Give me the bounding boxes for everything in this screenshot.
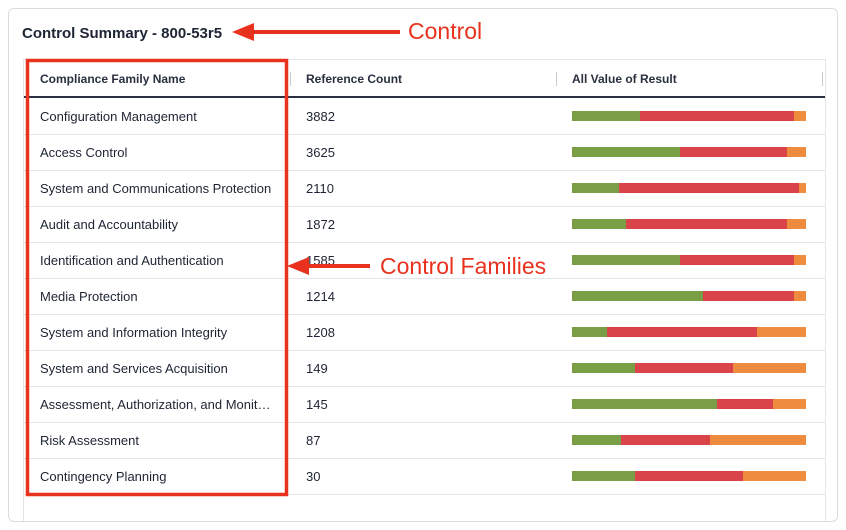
result-segment [639,111,795,121]
result-bar [572,399,806,409]
result-segment [607,327,757,337]
family-name: Configuration Management [40,109,197,124]
reference-count: 1208 [306,325,335,340]
result-segment [635,363,734,373]
table-row: Configuration Management 3882 [24,98,825,135]
family-name: Identification and Authentication [40,253,224,268]
result-segment [625,219,788,229]
result-segment [733,363,806,373]
result-segment [756,327,806,337]
family-name: Risk Assessment [40,433,139,448]
result-segment [742,471,806,481]
result-segment [773,399,806,409]
result-segment [572,183,619,193]
result-bar [572,471,806,481]
annotation: Control Families [380,253,547,279]
table-row: System and Communications Protection 2110 [24,170,825,207]
result-bar [572,147,806,157]
annotation: Control [408,18,483,44]
result-segment [794,255,806,265]
reference-count: 3882 [306,109,335,124]
reference-count: 1872 [306,217,335,232]
result-segment [798,183,806,193]
family-name: Contingency Planning [40,469,167,484]
family-name: System and Services Acquisition [40,361,228,376]
reference-count: 3625 [306,145,335,160]
table-row: Identification and Authentication 1585 [24,242,825,279]
reference-count: 145 [306,397,328,412]
result-segment [794,291,806,301]
result-segment [572,111,640,121]
column-separator [556,72,557,86]
result-segment [679,147,788,157]
family-name: Media Protection [40,289,138,304]
reference-count: 30 [306,469,321,484]
column-separator [822,72,823,86]
family-name: System and Information Integrity [40,325,228,340]
table: Compliance Family Name Reference Count A… [23,59,826,521]
table-row: Access Control 3625 [24,134,825,171]
result-segment [572,327,608,337]
result-segment [635,471,743,481]
family-name: Assessment, Authorization, and Monitorin… [40,397,274,412]
column-header[interactable]: Reference Count [306,72,403,86]
result-segment [572,291,704,301]
column-header[interactable]: Compliance Family Name [40,72,186,86]
result-segment [572,471,636,481]
column-separator [290,72,291,86]
result-segment [572,399,718,409]
result-segment [787,147,806,157]
reference-count: 1214 [306,289,335,304]
result-segment [572,363,636,373]
result-segment [787,219,806,229]
result-segment [572,219,626,229]
result-segment [572,147,680,157]
table-row: System and Services Acquisition 149 [24,350,825,387]
reference-count: 87 [306,433,321,448]
result-bar [572,435,806,445]
result-bar [572,111,806,121]
reference-count: 2110 [306,181,334,196]
title: Control Summary - 800-53r5 [22,25,223,42]
reference-count: 149 [306,361,328,376]
result-bar [572,327,806,337]
result-segment [621,435,711,445]
result-bar [572,255,806,265]
result-segment [703,291,795,301]
table-row: Assessment, Authorization, and Monitorin… [24,386,825,423]
result-bar [572,219,806,229]
family-name: Audit and Accountability [40,217,179,232]
table-row: System and Information Integrity 1208 [24,314,825,351]
table-row: Risk Assessment 87 [24,422,825,459]
family-name: System and Communications Protection [40,181,272,196]
result-segment [794,111,806,121]
result-segment [679,255,795,265]
result-segment [572,255,680,265]
result-bar [572,291,806,301]
result-bar [572,183,806,193]
reference-count: 1585 [306,253,335,268]
table-header: Compliance Family Name Reference Count A… [24,60,825,98]
result-segment [572,435,622,445]
table-row: Audit and Accountability 1872 [24,206,825,243]
result-segment [618,183,799,193]
result-bar [572,363,806,373]
result-segment [710,435,806,445]
table-row: Media Protection 1214 [24,278,825,315]
column-header[interactable]: All Value of Result [572,72,677,86]
table-row: Contingency Planning 30 [24,458,825,495]
result-segment [717,399,774,409]
family-name: Access Control [40,145,128,160]
